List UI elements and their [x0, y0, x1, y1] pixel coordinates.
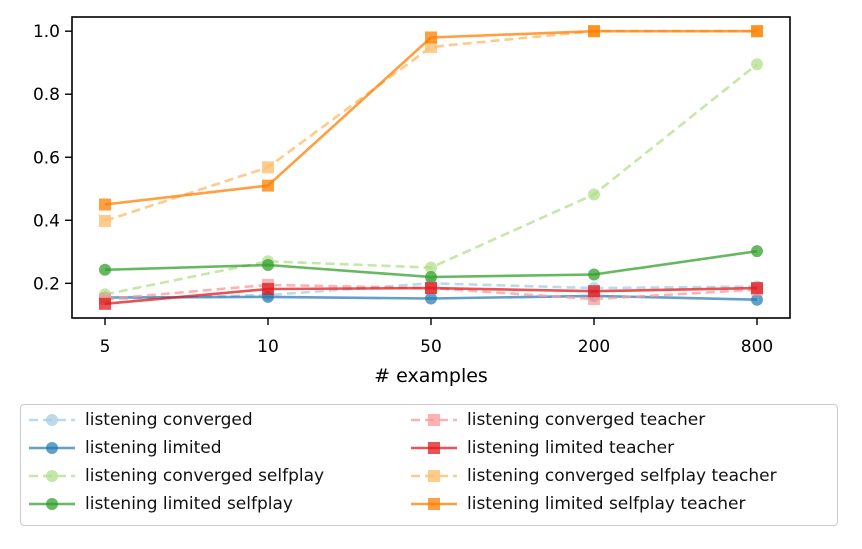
y-tick-label-4: 1.0	[33, 22, 60, 42]
data-point-listening-limited-selfplay-5	[99, 263, 111, 276]
data-point-listening-limited-50	[425, 292, 437, 305]
x-tick-label-800: 800	[741, 337, 773, 357]
legend-swatch-listening-converged	[29, 414, 75, 426]
axes-layer: 5 10 50 200 800 0.2 0.4 0.6 0.8 1.0 # examples	[33, 16, 791, 387]
line-chart: 5 10 50 200 800 0.2 0.4 0.6 0.8 1.0 # examples	[33, 16, 791, 387]
legend-item-listening-limited: listening limited	[27, 435, 222, 461]
data-point-listening-limited-selfplay-800	[751, 245, 763, 258]
data-point-listening-limited-selfplay-10	[262, 259, 274, 272]
legend-item-listening-limited-selfplay-teacher: listening limited selfplay teacher	[409, 491, 745, 517]
legend-swatch-marker	[46, 414, 58, 426]
legend-swatch-marker	[428, 498, 440, 510]
legend-item-listening-limited-selfplay: listening limited selfplay	[27, 491, 293, 517]
legend-swatch-marker	[428, 470, 440, 482]
legend-label: listening limited	[85, 438, 222, 458]
legend-swatch-marker	[46, 498, 58, 510]
data-point-listening-limited-teacher-200	[588, 285, 600, 298]
legend-label: listening limited selfplay	[85, 494, 293, 514]
legend-item-listening-converged: listening converged	[27, 407, 253, 433]
y-tick-label-3: 0.8	[33, 85, 60, 105]
series-listening-limited-teacher	[99, 282, 763, 310]
legend-swatch-listening-converged-selfplay-teacher	[411, 470, 457, 482]
data-point-listening-converged-selfplay-teacher-50	[425, 40, 437, 53]
data-point-listening-limited-selfplay-50	[425, 271, 437, 284]
data-point-listening-limited-selfplay-teacher-200	[588, 25, 600, 38]
legend-label: listening limited teacher	[467, 438, 675, 458]
x-tick-label-10: 10	[257, 337, 279, 357]
data-point-listening-converged-selfplay-200	[588, 188, 600, 201]
legend-swatch-listening-converged-selfplay	[29, 470, 75, 482]
legend-swatch-marker	[428, 442, 440, 454]
data-point-listening-limited-teacher-800	[751, 282, 763, 295]
legend-label: listening converged selfplay	[85, 466, 325, 486]
series-layer	[99, 25, 763, 310]
legend-swatch-marker	[428, 414, 440, 426]
data-point-listening-limited-teacher-10	[262, 283, 274, 296]
y-tick-label-0: 0.2	[33, 274, 60, 294]
x-tick-label-200: 200	[578, 337, 610, 357]
legend-swatch-listening-limited	[29, 442, 75, 454]
legend: listening converged listening limited list…	[20, 404, 838, 526]
data-point-listening-converged-selfplay-50	[425, 261, 437, 274]
legend-item-listening-limited-teacher: listening limited teacher	[409, 435, 674, 461]
legend-item-listening-converged-selfplay: listening converged selfplay	[27, 463, 324, 489]
data-point-listening-limited-selfplay-teacher-5	[99, 198, 111, 211]
data-point-listening-limited-selfplay-teacher-800	[751, 25, 763, 38]
x-tick-label-50: 50	[420, 337, 442, 357]
legend-label: listening limited selfplay teacher	[467, 494, 746, 514]
legend-label: listening converged	[85, 410, 253, 430]
legend-swatch-listening-limited-selfplay-teacher	[411, 498, 457, 510]
data-point-listening-limited-teacher-5	[99, 297, 111, 310]
data-point-listening-limited-teacher-50	[425, 282, 437, 295]
series-line-listening-converged-selfplay	[104, 63, 758, 296]
data-point-listening-converged-selfplay-teacher-5	[99, 214, 111, 227]
legend-swatch-listening-limited-selfplay	[29, 498, 75, 510]
legend-swatch-listening-converged-teacher	[411, 414, 457, 426]
series-listening-limited-selfplay-teacher	[99, 25, 763, 211]
x-axis-label: # examples	[374, 365, 488, 387]
series-listening-limited-selfplay	[99, 245, 763, 284]
data-point-listening-limited-selfplay-200	[588, 268, 600, 281]
legend-swatch-listening-limited-teacher	[411, 442, 457, 454]
legend-swatch-marker	[46, 442, 58, 454]
data-point-listening-limited-selfplay-teacher-10	[262, 179, 274, 192]
x-tick-label-5: 5	[100, 337, 111, 357]
data-point-listening-converged-selfplay-800	[751, 58, 763, 71]
legend-label: listening converged teacher	[467, 410, 706, 430]
data-point-listening-converged-selfplay-teacher-10	[262, 161, 274, 174]
y-tick-label-2: 0.6	[33, 148, 60, 168]
legend-item-listening-converged-teacher: listening converged teacher	[409, 407, 705, 433]
legend-item-listening-converged-selfplay-teacher: listening converged selfplay teacher	[409, 463, 777, 489]
data-point-listening-limited-800	[751, 293, 763, 306]
legend-label: listening converged selfplay teacher	[467, 466, 777, 486]
y-tick-label-1: 0.4	[33, 211, 60, 231]
data-point-listening-limited-selfplay-teacher-50	[425, 31, 437, 44]
legend-swatch-marker	[46, 470, 58, 482]
series-listening-converged-selfplay-teacher	[99, 25, 763, 227]
series-line-listening-limited-selfplay-teacher	[104, 29, 757, 206]
